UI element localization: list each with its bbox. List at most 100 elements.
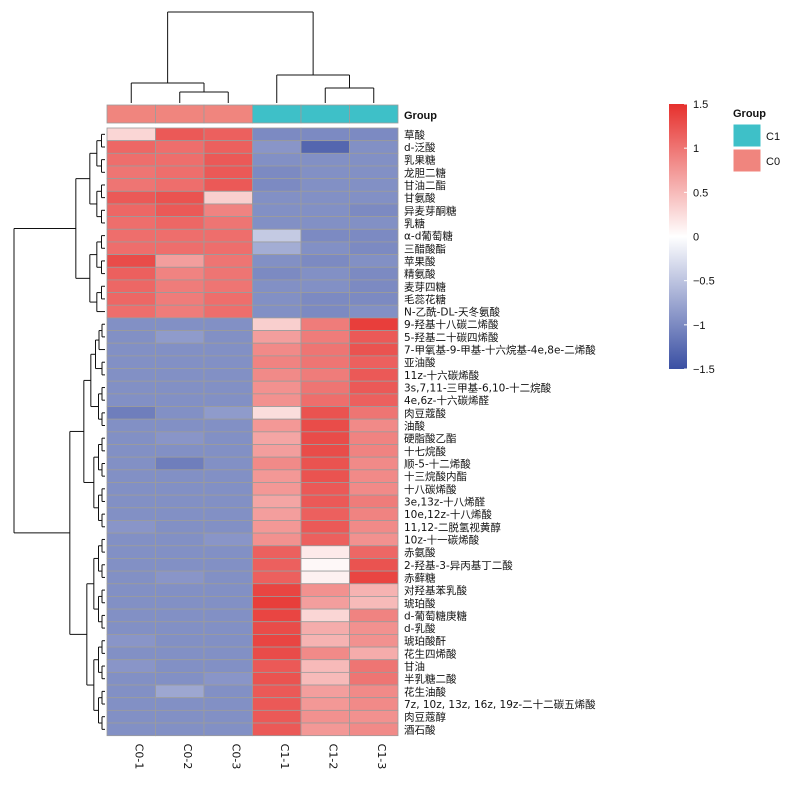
- heatmap-cell: [106, 317, 156, 331]
- heatmap-cell: [155, 596, 205, 610]
- heatmap-cell: [203, 444, 253, 458]
- group-annotation-cell: [155, 104, 205, 124]
- heatmap-cell: [349, 558, 399, 572]
- row-label: 油酸: [404, 420, 425, 433]
- heatmap-cell: [106, 456, 156, 471]
- heatmap-cell: [106, 671, 156, 686]
- heatmap-cell: [203, 393, 253, 407]
- heatmap-cell: [349, 266, 399, 281]
- heatmap-cell: [155, 355, 205, 369]
- heatmap-cell: [106, 228, 156, 243]
- heatmap-cell: [155, 634, 205, 648]
- heatmap-cell: [155, 406, 205, 420]
- heatmap-cell: [349, 697, 399, 711]
- heatmap-cell: [300, 279, 350, 293]
- heatmap-cell: [106, 482, 156, 496]
- heatmap-cell: [349, 545, 399, 559]
- heatmap-cell: [106, 608, 156, 623]
- scale-tick-label: 1: [693, 143, 699, 155]
- group-annotation-cell: [300, 104, 350, 124]
- heatmap-cell: [155, 444, 205, 458]
- row-label: 11z-十六碳烯酸: [404, 369, 480, 382]
- heatmap-cell: [106, 279, 156, 293]
- heatmap-cell: [203, 228, 253, 243]
- heatmap-cell: [106, 254, 156, 268]
- heatmap-cell: [106, 469, 156, 483]
- heatmap-cell: [106, 646, 156, 661]
- heatmap-cell: [252, 456, 302, 471]
- heatmap-cell: [106, 709, 156, 724]
- row-label: 10e,12z-十八烯酸: [404, 508, 492, 521]
- heatmap-cell: [106, 304, 156, 319]
- heatmap-cell: [300, 393, 350, 407]
- row-label: 十三烷酸内酯: [404, 470, 467, 483]
- heatmap-cell: [252, 494, 302, 509]
- row-label: 肉豆蔻酸: [404, 407, 446, 420]
- row-label: 甘氨酸: [404, 192, 436, 205]
- heatmap-cell: [300, 444, 350, 458]
- heatmap-cell: [203, 608, 253, 623]
- heatmap-cell: [106, 203, 156, 218]
- group-annotation-cell: [252, 104, 302, 124]
- heatmap-cell: [106, 165, 156, 180]
- heatmap-cell: [106, 406, 156, 420]
- heatmap-cell: [203, 583, 253, 597]
- heatmap-cell: [300, 178, 350, 192]
- heatmap-cell: [106, 190, 156, 205]
- heatmap-cell: [349, 469, 399, 483]
- heatmap-cell: [203, 671, 253, 686]
- heatmap-cell: [106, 342, 156, 357]
- heatmap-cell: [252, 355, 302, 369]
- group-annotation-cell: [349, 104, 399, 124]
- heatmap-cell: [155, 304, 205, 319]
- heatmap-cell: [106, 545, 156, 559]
- heatmap-cell: [349, 570, 399, 585]
- heatmap-cell: [300, 456, 350, 471]
- heatmap-cell: [300, 684, 350, 699]
- heatmap-cell: [106, 697, 156, 711]
- heatmap-cell: [349, 659, 399, 673]
- heatmap-cell: [349, 532, 399, 547]
- heatmap-cell: [155, 532, 205, 547]
- heatmap-cell: [252, 393, 302, 407]
- heatmap-cell: [252, 178, 302, 192]
- heatmap-cell: [106, 596, 156, 610]
- heatmap-cell: [203, 431, 253, 445]
- row-label: 琥珀酸: [404, 597, 436, 610]
- heatmap-cell: [155, 279, 205, 293]
- heatmap-cell: [203, 634, 253, 648]
- heatmap-cell: [106, 507, 156, 521]
- row-label: 麦芽四糖: [404, 280, 446, 293]
- heatmap-cell: [252, 317, 302, 331]
- heatmap-cell: [300, 355, 350, 369]
- heatmap-cell: [252, 570, 302, 585]
- heatmap-cell: [155, 266, 205, 281]
- heatmap-cell: [106, 330, 156, 344]
- scale-tick-label: 0.5: [693, 187, 708, 199]
- heatmap-cell: [203, 532, 253, 547]
- scale-tick-label: −1: [693, 320, 706, 332]
- heatmap-cell: [106, 418, 156, 433]
- heatmap-cell: [203, 178, 253, 192]
- heatmap-cell: [349, 140, 399, 154]
- heatmap-cell: [300, 317, 350, 331]
- heatmap-cell: [300, 520, 350, 534]
- heatmap-cell: [155, 203, 205, 218]
- heatmap-cell: [106, 684, 156, 699]
- heatmap-cell: [300, 203, 350, 218]
- heatmap-cell: [300, 254, 350, 268]
- heatmap-cell: [252, 684, 302, 699]
- heatmap-cell: [106, 558, 156, 572]
- heatmap-cell: [155, 608, 205, 623]
- heatmap-cell: [252, 671, 302, 686]
- heatmap-cell: [203, 697, 253, 711]
- heatmap-cell: [300, 621, 350, 635]
- row-label: 花生四烯酸: [404, 647, 457, 660]
- heatmap-cell: [349, 406, 399, 420]
- heatmap-cell: [203, 304, 253, 319]
- heatmap-cell: [203, 456, 253, 471]
- group-legend-title: Group: [733, 108, 766, 120]
- heatmap-cell: [252, 444, 302, 458]
- heatmap-cell: [349, 709, 399, 724]
